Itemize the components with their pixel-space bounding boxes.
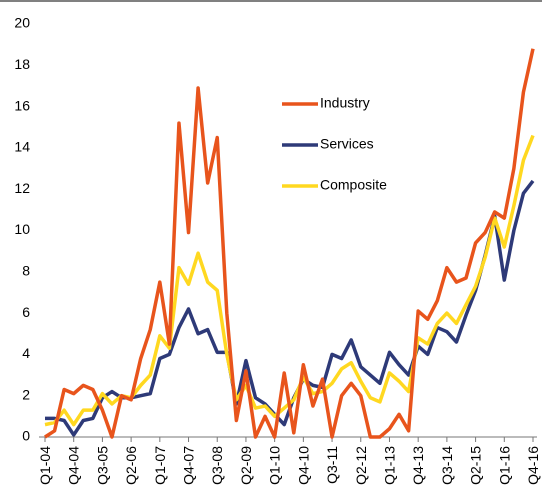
series-line: [44, 48, 535, 439]
x-tick-label: Q3-14: [439, 446, 455, 485]
x-tick-label: Q4-13: [410, 446, 426, 485]
x-tick-label: Q4-04: [66, 446, 82, 485]
y-tick-label: 8: [22, 263, 30, 279]
y-tick-label: 10: [14, 221, 30, 237]
x-tick-label: Q3-08: [209, 446, 225, 485]
x-tick-label: Q4-07: [181, 446, 197, 485]
y-tick-label: 16: [14, 97, 30, 113]
legend-label: Services: [320, 136, 374, 152]
legend-label: Composite: [320, 177, 387, 193]
x-tick-label: Q1-10: [267, 446, 283, 485]
x-tick-label: Q2-09: [238, 446, 254, 485]
x-tick-label: Q4-16: [525, 446, 541, 485]
y-tick-label: 20: [14, 15, 30, 31]
x-tick-label: Q1-04: [37, 446, 53, 485]
x-tick-label: Q1-13: [381, 446, 397, 485]
y-tick-label: 12: [14, 180, 30, 196]
x-tick-label: Q2-15: [468, 446, 484, 485]
y-tick-label: 18: [14, 56, 30, 72]
x-tick-label: Q4-10: [295, 446, 311, 485]
y-tick-label: 0: [22, 428, 30, 444]
x-tick-label: Q1-07: [152, 446, 168, 485]
legend-label: Industry: [320, 95, 370, 111]
x-tick-label: Q3-11: [324, 446, 340, 484]
y-tick-label: 4: [22, 345, 30, 361]
x-tick-label: Q1-16: [496, 446, 512, 485]
y-tick-label: 2: [22, 386, 30, 402]
x-tick-label: Q2-06: [123, 446, 139, 485]
y-tick-label: 6: [22, 304, 30, 320]
y-tick-label: 14: [14, 139, 30, 155]
x-tick-label: Q3-05: [94, 446, 110, 485]
x-tick-label: Q2-12: [353, 446, 369, 485]
